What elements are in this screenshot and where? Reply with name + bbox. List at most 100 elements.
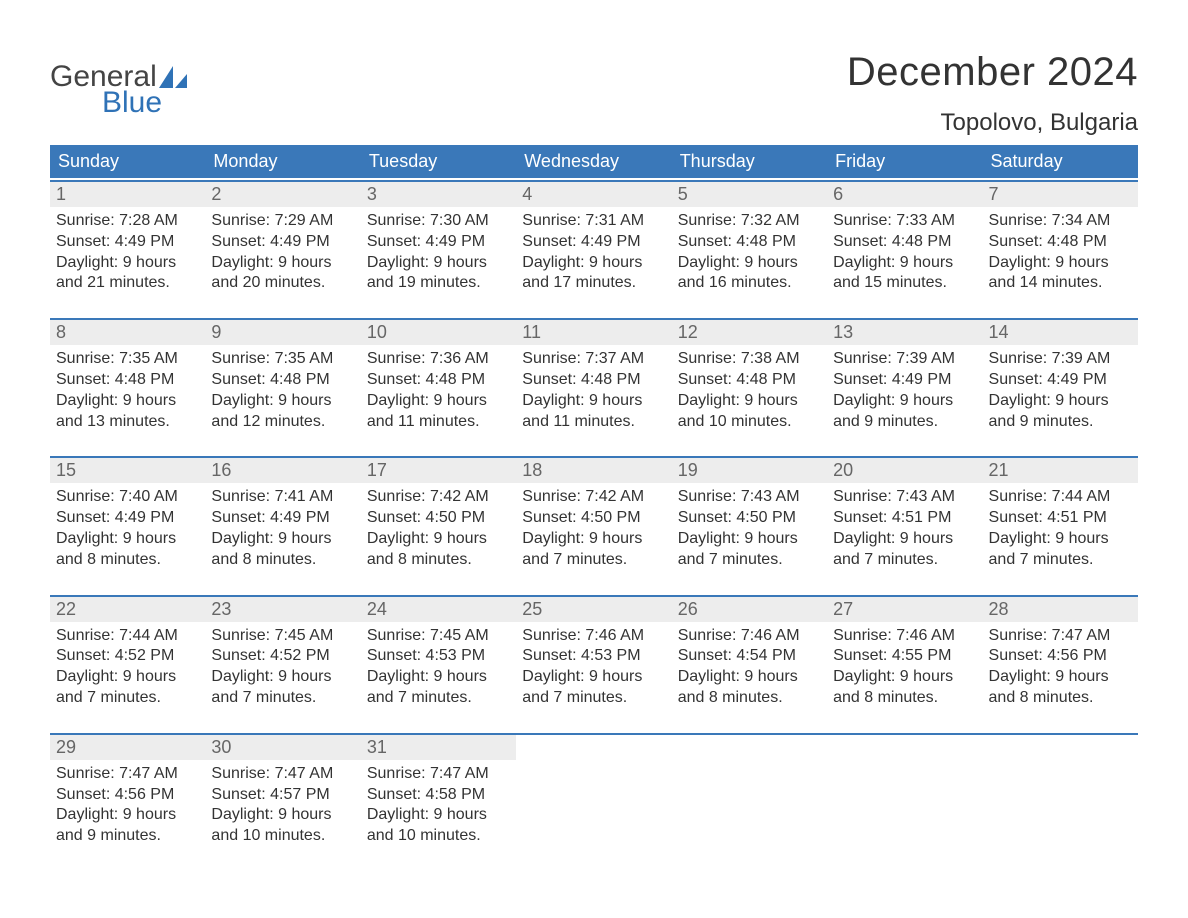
page-title: December 2024 bbox=[847, 50, 1138, 95]
daylight-line-1: Daylight: 9 hours bbox=[989, 253, 1132, 274]
day-number: 31 bbox=[361, 735, 516, 760]
daylight-line-2: and 8 minutes. bbox=[989, 688, 1132, 709]
sunrise-line: Sunrise: 7:31 AM bbox=[522, 211, 665, 232]
sunset-line: Sunset: 4:55 PM bbox=[833, 646, 976, 667]
day-number: 20 bbox=[827, 458, 982, 483]
day-number: 9 bbox=[205, 320, 360, 345]
day-content-row: Sunrise: 7:28 AMSunset: 4:49 PMDaylight:… bbox=[50, 207, 1138, 296]
day-number: 21 bbox=[983, 458, 1138, 483]
sunset-line: Sunset: 4:50 PM bbox=[367, 508, 510, 529]
day-cell: Sunrise: 7:37 AMSunset: 4:48 PMDaylight:… bbox=[516, 345, 671, 434]
day-number bbox=[516, 735, 671, 760]
daylight-line-2: and 19 minutes. bbox=[367, 273, 510, 294]
sunrise-line: Sunrise: 7:40 AM bbox=[56, 487, 199, 508]
sunset-line: Sunset: 4:54 PM bbox=[678, 646, 821, 667]
sunrise-line: Sunrise: 7:47 AM bbox=[211, 764, 354, 785]
sunset-line: Sunset: 4:52 PM bbox=[211, 646, 354, 667]
sunrise-line: Sunrise: 7:33 AM bbox=[833, 211, 976, 232]
logo-word2: Blue bbox=[50, 88, 187, 118]
sunrise-line: Sunrise: 7:39 AM bbox=[833, 349, 976, 370]
sunset-line: Sunset: 4:49 PM bbox=[367, 232, 510, 253]
day-cell bbox=[983, 760, 1138, 849]
sunrise-line: Sunrise: 7:34 AM bbox=[989, 211, 1132, 232]
day-number: 14 bbox=[983, 320, 1138, 345]
daylight-line-2: and 8 minutes. bbox=[56, 550, 199, 571]
title-block: December 2024 Topolovo, Bulgaria bbox=[847, 50, 1138, 137]
sunrise-line: Sunrise: 7:46 AM bbox=[833, 626, 976, 647]
sunset-line: Sunset: 4:48 PM bbox=[56, 370, 199, 391]
day-cell: Sunrise: 7:46 AMSunset: 4:55 PMDaylight:… bbox=[827, 622, 982, 711]
sunrise-line: Sunrise: 7:42 AM bbox=[367, 487, 510, 508]
weekday-label: Thursday bbox=[672, 145, 827, 178]
sunset-line: Sunset: 4:52 PM bbox=[56, 646, 199, 667]
sunrise-line: Sunrise: 7:43 AM bbox=[833, 487, 976, 508]
logo-sail-icon bbox=[159, 64, 187, 86]
sunset-line: Sunset: 4:49 PM bbox=[211, 508, 354, 529]
day-number-row: 15161718192021 bbox=[50, 456, 1138, 483]
day-cell: Sunrise: 7:47 AMSunset: 4:57 PMDaylight:… bbox=[205, 760, 360, 849]
weekday-label: Friday bbox=[827, 145, 982, 178]
sunset-line: Sunset: 4:51 PM bbox=[833, 508, 976, 529]
day-number: 13 bbox=[827, 320, 982, 345]
sunrise-line: Sunrise: 7:45 AM bbox=[211, 626, 354, 647]
calendar: SundayMondayTuesdayWednesdayThursdayFrid… bbox=[50, 145, 1138, 849]
daylight-line-2: and 20 minutes. bbox=[211, 273, 354, 294]
daylight-line-1: Daylight: 9 hours bbox=[678, 253, 821, 274]
day-number: 24 bbox=[361, 597, 516, 622]
day-number-row: 891011121314 bbox=[50, 318, 1138, 345]
day-content-row: Sunrise: 7:40 AM Sunset: 4:49 PM Daylight:… bbox=[50, 483, 1138, 572]
sunset-line: Sunset: 4:48 PM bbox=[211, 370, 354, 391]
day-number: 12 bbox=[672, 320, 827, 345]
sunrise-line: Sunrise: 7:35 AM bbox=[56, 349, 199, 370]
sunset-line: Sunset: 4:48 PM bbox=[989, 232, 1132, 253]
daylight-line-1: Daylight: 9 hours bbox=[56, 529, 199, 550]
sunrise-line: Sunrise: 7:36 AM bbox=[367, 349, 510, 370]
sunrise-line: Sunrise: 7:47 AM bbox=[367, 764, 510, 785]
day-cell bbox=[516, 760, 671, 849]
daylight-line-2: and 8 minutes. bbox=[833, 688, 976, 709]
sunrise-line: Sunrise: 7:32 AM bbox=[678, 211, 821, 232]
daylight-line-1: Daylight: 9 hours bbox=[367, 805, 510, 826]
daylight-line-1: Daylight: 9 hours bbox=[833, 391, 976, 412]
day-number: 3 bbox=[361, 182, 516, 207]
day-number: 29 bbox=[50, 735, 205, 760]
day-cell: Sunrise: 7:44 AMSunset: 4:51 PMDaylight:… bbox=[983, 483, 1138, 572]
sunset-line: Sunset: 4:56 PM bbox=[989, 646, 1132, 667]
sunset-line: Sunset: 4:57 PM bbox=[211, 785, 354, 806]
day-cell: Sunrise: 7:35 AMSunset: 4:48 PMDaylight:… bbox=[50, 345, 205, 434]
day-cell: Sunrise: 7:43 AMSunset: 4:51 PMDaylight:… bbox=[827, 483, 982, 572]
sunset-line: Sunset: 4:50 PM bbox=[678, 508, 821, 529]
day-cell: Sunrise: 7:39 AMSunset: 4:49 PMDaylight:… bbox=[983, 345, 1138, 434]
sunset-line: Sunset: 4:49 PM bbox=[56, 232, 199, 253]
daylight-line-2: and 9 minutes. bbox=[56, 826, 199, 847]
weeks-container: 1234567Sunrise: 7:28 AMSunset: 4:49 PMDa… bbox=[50, 180, 1138, 849]
daylight-line-1: Daylight: 9 hours bbox=[367, 253, 510, 274]
sunrise-line: Sunrise: 7:29 AM bbox=[211, 211, 354, 232]
day-number: 23 bbox=[205, 597, 360, 622]
day-number: 11 bbox=[516, 320, 671, 345]
day-cell: Sunrise: 7:45 AMSunset: 4:52 PMDaylight:… bbox=[205, 622, 360, 711]
daylight-line-1: Daylight: 9 hours bbox=[989, 667, 1132, 688]
daylight-line-1: Daylight: 9 hours bbox=[522, 529, 665, 550]
day-number: 22 bbox=[50, 597, 205, 622]
day-cell: Sunrise: 7:34 AMSunset: 4:48 PMDaylight:… bbox=[983, 207, 1138, 296]
day-cell: Sunrise: 7:42 AMSunset: 4:50 PMDaylight:… bbox=[516, 483, 671, 572]
daylight-line-2: and 15 minutes. bbox=[833, 273, 976, 294]
sunrise-line: Sunrise: 7:43 AM bbox=[678, 487, 821, 508]
daylight-line-2: and 13 minutes. bbox=[56, 412, 199, 433]
day-number bbox=[827, 735, 982, 760]
day-cell: Sunrise: 7:38 AMSunset: 4:48 PMDaylight:… bbox=[672, 345, 827, 434]
daylight-line-2: and 10 minutes. bbox=[678, 412, 821, 433]
day-cell: Sunrise: 7:33 AMSunset: 4:48 PMDaylight:… bbox=[827, 207, 982, 296]
daylight-line-1: Daylight: 9 hours bbox=[522, 667, 665, 688]
daylight-line-1: Daylight: 9 hours bbox=[989, 529, 1132, 550]
daylight-line-1: Daylight: 9 hours bbox=[56, 667, 199, 688]
week-row: 15161718192021 Sunrise: 7:40 AM Sunset: 4:… bbox=[50, 456, 1138, 572]
weekday-label: Tuesday bbox=[361, 145, 516, 178]
day-number-row: 1234567 bbox=[50, 180, 1138, 207]
day-cell: Sunrise: 7:47 AMSunset: 4:58 PMDaylight:… bbox=[361, 760, 516, 849]
week-row: 891011121314Sunrise: 7:35 AMSunset: 4:48… bbox=[50, 318, 1138, 434]
day-cell: Sunrise: 7:28 AMSunset: 4:49 PMDaylight:… bbox=[50, 207, 205, 296]
daylight-line-1: Daylight: 9 hours bbox=[56, 805, 199, 826]
sunset-line: Sunset: 4:49 PM bbox=[833, 370, 976, 391]
